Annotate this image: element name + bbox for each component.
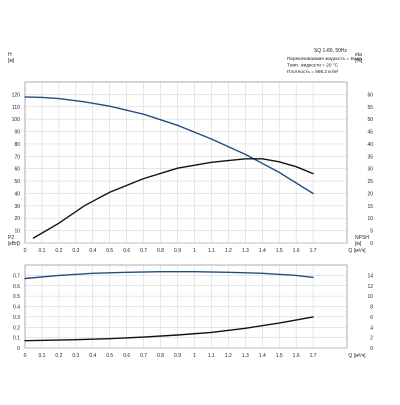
panel1-x-tick-label: 0.3 bbox=[72, 248, 79, 254]
panel2-x-tick-label: 1.5 bbox=[276, 353, 283, 359]
panel1-legend-title: SQ 1-80, 50Hz bbox=[314, 48, 348, 54]
panel2-x-axis-label: Q [м³/ч] bbox=[348, 353, 366, 359]
panel2-right-axis-title: NPSH bbox=[355, 235, 369, 241]
panel2-x-tick-label: 0.5 bbox=[106, 353, 113, 359]
panel2-x-tick-label: 0.6 bbox=[123, 353, 130, 359]
panel2-left-tick-label: 0.7 bbox=[13, 273, 20, 279]
panel1-x-tick-label: 0.9 bbox=[174, 248, 181, 254]
panel1-x-tick-label: 1.2 bbox=[225, 248, 232, 254]
panel2-x-tick-label: 1 bbox=[193, 353, 196, 359]
panel1-legend-line: Перекачиваемая жидкость = Вода bbox=[287, 56, 362, 61]
panel1-right-tick-label: 60 bbox=[367, 92, 373, 98]
panel2-x-tick-label: 0.7 bbox=[140, 353, 147, 359]
panel2-x-tick-label: 1.2 bbox=[225, 353, 232, 359]
panel1-left-axis-title: H bbox=[8, 52, 12, 58]
panel2-x-tick-label: 0.3 bbox=[72, 353, 79, 359]
panel1-x-tick-label: 1.3 bbox=[242, 248, 249, 254]
panel1-left-tick-label: 10 bbox=[14, 229, 20, 235]
panel1-left-tick-label: 90 bbox=[14, 130, 20, 136]
panel2-x-tick-label: 1.4 bbox=[259, 353, 266, 359]
panel1-x-tick-label: 0.7 bbox=[140, 248, 147, 254]
panel1-left-tick-label: 110 bbox=[12, 105, 20, 111]
panel1-right-tick-label: 5 bbox=[370, 229, 373, 235]
panel2-right-tick-label: 2 bbox=[370, 336, 373, 342]
panel2-x-tick-label: 0.4 bbox=[89, 353, 96, 359]
panel2-left-tick-label: 0.3 bbox=[13, 315, 20, 321]
panel1-right-tick-label: 45 bbox=[367, 130, 373, 136]
panel2-x-tick-label: 0 bbox=[24, 353, 27, 359]
panel1-right-tick-label: 50 bbox=[367, 117, 373, 123]
panel2-right-tick-label: 0 bbox=[370, 346, 373, 352]
panel2-x-tick-label: 0.2 bbox=[55, 353, 62, 359]
panel1-left-tick-label: 40 bbox=[14, 191, 20, 197]
panel2-x-tick-label: 0.8 bbox=[157, 353, 164, 359]
panel1-left-tick-label: 60 bbox=[14, 167, 20, 173]
panel1-left-tick-label: 80 bbox=[14, 142, 20, 148]
panel2-right-tick-label: 14 bbox=[367, 273, 373, 279]
panel1-left-tick-label: 100 bbox=[12, 117, 21, 123]
panel1-x-tick-label: 0.8 bbox=[157, 248, 164, 254]
panel1-series-1-line bbox=[24, 96, 314, 195]
panel1-x-tick-label: 1.5 bbox=[276, 248, 283, 254]
panel2-x-tick-label: 0.9 bbox=[174, 353, 181, 359]
panel1-x-tick-label: 1 bbox=[193, 248, 196, 254]
panel2-x-tick-label: 1.3 bbox=[242, 353, 249, 359]
panel1-left-tick-label: 120 bbox=[12, 92, 21, 98]
panel1-right-tick-label: 40 bbox=[367, 142, 373, 148]
panel2-x-tick-label: 1.7 bbox=[310, 353, 317, 359]
panel2-left-axis-title: P2 bbox=[8, 235, 14, 241]
panel1-right-tick-label: 0 bbox=[370, 241, 373, 247]
panel2-left-tick-label: 0.5 bbox=[13, 294, 20, 300]
panel1-left-tick-label: 50 bbox=[14, 179, 20, 185]
panel1-right-tick-label: 15 bbox=[367, 204, 373, 210]
panel1-right-tick-label: 25 bbox=[367, 179, 373, 185]
panel1-x-tick-label: 0.2 bbox=[55, 248, 62, 254]
panel2-left-tick-label: 0.6 bbox=[13, 284, 20, 290]
panel1-right-tick-label: 30 bbox=[367, 167, 373, 173]
panel1-right-tick-label: 35 bbox=[367, 154, 373, 160]
panel1-x-tick-label: 0 bbox=[24, 248, 27, 254]
panel1-left-tick-label: 0 bbox=[17, 241, 20, 247]
panel1-frame bbox=[24, 81, 348, 244]
panel1-right-tick-label: 10 bbox=[367, 216, 373, 222]
panel2-right-tick-label: 10 bbox=[367, 294, 373, 300]
panel1-left-tick-label: 70 bbox=[14, 154, 20, 160]
panel1-x-tick-label: 0.1 bbox=[38, 248, 45, 254]
panel1-x-tick-label: 0.5 bbox=[106, 248, 113, 254]
panel1-x-tick-label: 0.4 bbox=[89, 248, 96, 254]
panel1-left-tick-label: 20 bbox=[14, 216, 20, 222]
panel1-x-axis-label: Q [м³/ч] bbox=[348, 248, 366, 254]
panel1-right-tick-label: 55 bbox=[367, 105, 373, 111]
panel2-x-tick-label: 0.1 bbox=[38, 353, 45, 359]
panel2-left-tick-label: 0.2 bbox=[13, 325, 20, 331]
panel2-left-tick-label: 0.4 bbox=[13, 305, 20, 311]
panel1-x-tick-label: 1.4 bbox=[259, 248, 266, 254]
panel1-left-axis-unit: [м] bbox=[8, 58, 15, 64]
panel1-left-tick-label: 30 bbox=[14, 204, 20, 210]
panel2-series-2-line bbox=[24, 316, 314, 342]
panel2-x-tick-label: 1.6 bbox=[293, 353, 300, 359]
panel2-right-tick-label: 6 bbox=[370, 315, 373, 321]
panel2-left-axis-unit: [кВт] bbox=[8, 241, 19, 247]
panel1-x-tick-label: 0.6 bbox=[123, 248, 130, 254]
panel1-right-axis-unit: [%] bbox=[355, 58, 363, 64]
panel2-x-tick-label: 1.1 bbox=[208, 353, 215, 359]
panel1-legend-line: Темп. жидкости = 20 °C bbox=[287, 63, 339, 68]
panel1-x-tick-label: 1.1 bbox=[208, 248, 215, 254]
panel2-right-axis-unit: [м] bbox=[355, 241, 362, 247]
panel1-right-tick-label: 20 bbox=[367, 191, 373, 197]
panel2-right-tick-label: 4 bbox=[370, 325, 373, 331]
panel1-x-tick-label: 1.7 bbox=[310, 248, 317, 254]
panel1-series-2-line bbox=[32, 158, 314, 239]
panel1-legend-line: Плотность = 998.2 кг/м³ bbox=[287, 69, 339, 74]
panel1-x-tick-label: 1.6 bbox=[293, 248, 300, 254]
panel2-series-1-line bbox=[24, 271, 314, 280]
panel2-right-tick-label: 8 bbox=[370, 305, 373, 311]
panel2-right-tick-label: 12 bbox=[367, 284, 373, 290]
panel2-left-tick-label: 0 bbox=[17, 346, 20, 352]
panel2-left-tick-label: 0.1 bbox=[13, 336, 20, 342]
panel1-right-axis-title: eta bbox=[355, 52, 362, 58]
